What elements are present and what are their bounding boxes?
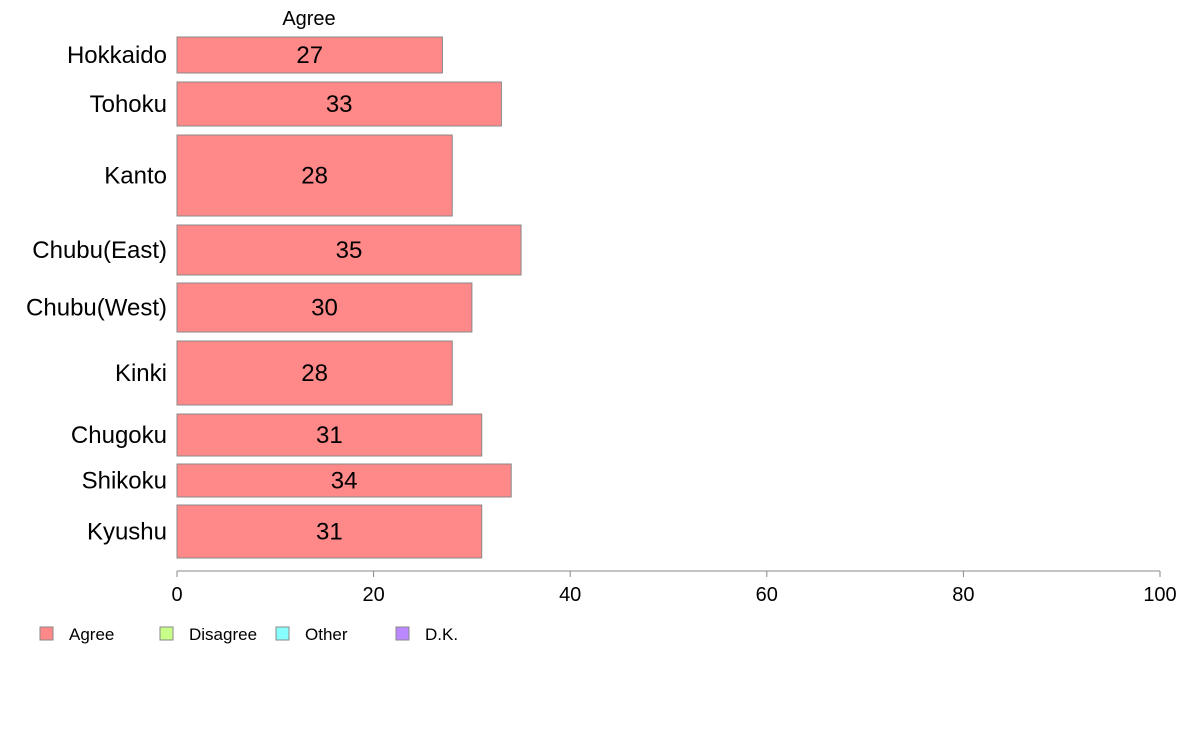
data-label: 27 <box>296 42 323 69</box>
x-tick-label: 80 <box>952 584 974 606</box>
category-label: Shikoku <box>82 468 167 495</box>
legend-label: Other <box>305 625 348 644</box>
category-label: Chubu(East) <box>32 237 167 264</box>
bar <box>176 413 483 457</box>
data-label: 34 <box>331 468 358 495</box>
bar <box>176 340 453 406</box>
data-label: 28 <box>301 163 328 190</box>
bar <box>176 224 522 276</box>
data-label: 35 <box>336 237 363 264</box>
category-label: Kanto <box>104 163 167 190</box>
x-tick-label: 100 <box>1143 584 1176 606</box>
data-label: 28 <box>301 360 328 387</box>
bars-group: Hokkaido 27 Tohoku 33 Kanto 28 Chubu(East) 35 Ch… <box>26 36 522 559</box>
bar <box>176 134 453 217</box>
data-label: 31 <box>316 422 343 449</box>
data-label: 31 <box>316 519 343 546</box>
bar <box>176 463 512 498</box>
x-tick-label: 40 <box>559 584 581 606</box>
bar <box>176 282 473 333</box>
column-header: Agree <box>282 8 335 30</box>
category-label: Hokkaido <box>67 42 167 69</box>
legend-swatch <box>159 626 174 641</box>
bar <box>176 36 443 74</box>
x-tick-label: 20 <box>362 584 384 606</box>
category-label: Chugoku <box>71 422 167 449</box>
bar <box>176 81 502 127</box>
data-label: 30 <box>311 295 338 322</box>
legend-label: Agree <box>69 625 114 644</box>
x-axis: 0 20 40 60 80 100 <box>171 570 1177 606</box>
category-label: Chubu(West) <box>26 295 167 322</box>
bar <box>176 504 483 559</box>
legend-label: D.K. <box>425 625 458 644</box>
x-tick-label: 0 <box>171 584 182 606</box>
legend-swatch <box>275 626 290 641</box>
category-label: Kinki <box>115 360 167 387</box>
category-label: Tohoku <box>90 91 167 118</box>
x-tick-label: 60 <box>756 584 778 606</box>
legend-swatch <box>395 626 410 641</box>
legend-label: Disagree <box>189 625 257 644</box>
legend: Agree Disagree Other D.K. <box>39 625 458 644</box>
category-label: Kyushu <box>87 519 167 546</box>
data-label: 33 <box>326 91 353 118</box>
legend-swatch <box>39 626 54 641</box>
